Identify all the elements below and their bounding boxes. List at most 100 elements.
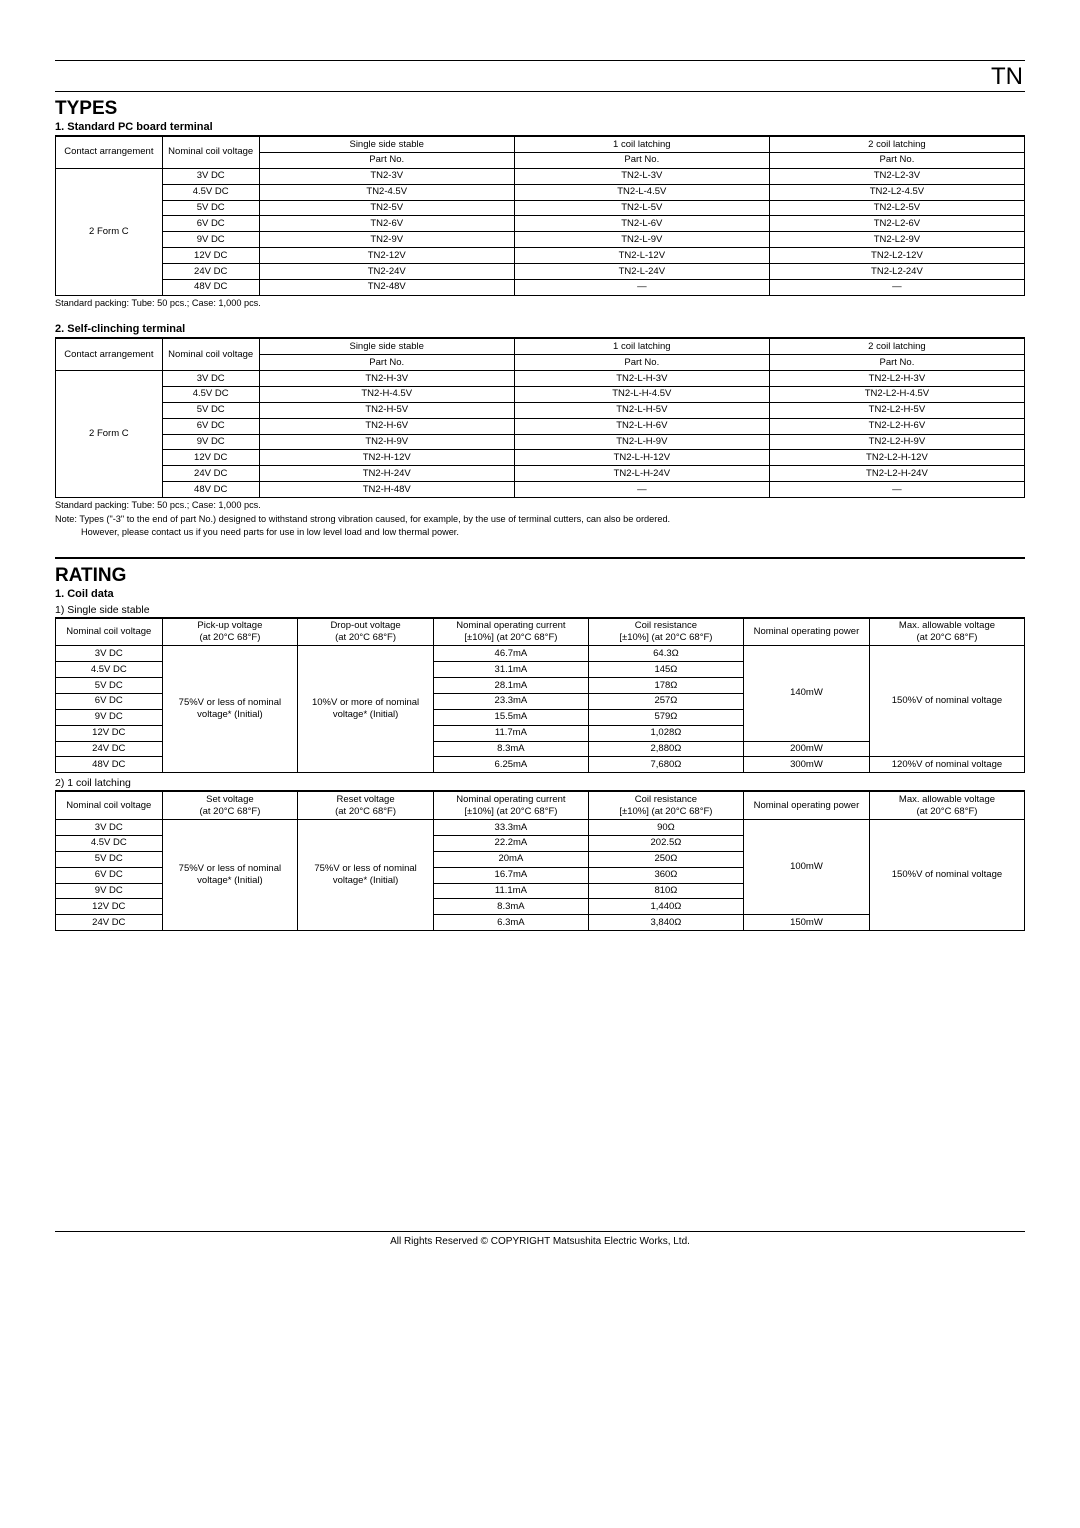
table-cell: TN2-48V (259, 279, 514, 295)
cell-res: 90Ω (588, 820, 743, 836)
th-partno: Part No. (769, 355, 1024, 371)
th-partno: Part No. (514, 152, 769, 168)
cell-v: 5V DC (56, 678, 163, 694)
table-cell: 12V DC (162, 248, 259, 264)
types-note-1: Note: Types ("-3" to the end of part No.… (55, 514, 1025, 526)
table-cell: TN2-L-3V (514, 168, 769, 184)
table-cell: TN2-L-24V (514, 264, 769, 280)
table-cell: 24V DC (162, 466, 259, 482)
table-cell: — (514, 482, 769, 498)
cell-current: 11.1mA (433, 883, 588, 899)
table-cell: TN2-5V (259, 200, 514, 216)
th-single: Single side stable (259, 339, 514, 355)
cell-current: 22.2mA (433, 835, 588, 851)
cell-current: 23.3mA (433, 693, 588, 709)
cell-v: 6V DC (56, 867, 163, 883)
cell-v: 12V DC (56, 725, 163, 741)
table-cell: TN2-L2-4.5V (769, 184, 1024, 200)
table-cell: TN2-12V (259, 248, 514, 264)
table-cell: TN2-L2-H-4.5V (769, 386, 1024, 402)
types-subtitle-2: 2. Self-clinching terminal (55, 323, 1025, 335)
cell-current: 20mA (433, 851, 588, 867)
cell-v: 48V DC (56, 757, 163, 773)
table-cell: 3V DC (162, 168, 259, 184)
table-cell: 4.5V DC (162, 184, 259, 200)
cell-power: 140mW (743, 646, 869, 741)
table-cell: TN2-L-H-6V (514, 418, 769, 434)
cell-res: 1,440Ω (588, 899, 743, 915)
coil-data-title: 1. Coil data (55, 588, 1025, 600)
cell-current: 8.3mA (433, 741, 588, 757)
arrangement-cell: 2 Form C (56, 371, 163, 498)
cell-current: 6.25mA (433, 757, 588, 773)
table-cell: TN2-L-H-4.5V (514, 386, 769, 402)
table-cell: TN2-L-12V (514, 248, 769, 264)
cell-current: 6.3mA (433, 915, 588, 931)
table-cell: TN2-H-3V (259, 371, 514, 387)
table-cell: TN2-24V (259, 264, 514, 280)
cell-pickup: 75%V or less of nominal voltage* (Initia… (162, 646, 298, 773)
table-cell: TN2-L-H-9V (514, 434, 769, 450)
table-cell: TN2-L2-12V (769, 248, 1024, 264)
cell-v: 24V DC (56, 915, 163, 931)
table-cell: TN2-L2-H-5V (769, 402, 1024, 418)
table-cell: TN2-L2-H-12V (769, 450, 1024, 466)
th: Nominal coil voltage (56, 792, 163, 820)
table-cell: TN2-L2-24V (769, 264, 1024, 280)
table-cell: TN2-L2-H-6V (769, 418, 1024, 434)
table-cell: TN2-3V (259, 168, 514, 184)
table-cell: 3V DC (162, 371, 259, 387)
table-cell: TN2-L2-H-3V (769, 371, 1024, 387)
table-cell: TN2-L-9V (514, 232, 769, 248)
th-partno: Part No. (769, 152, 1024, 168)
packing-note-1: Standard packing: Tube: 50 pcs.; Case: 1… (55, 298, 1025, 310)
table-cell: TN2-4.5V (259, 184, 514, 200)
cell-res: 257Ω (588, 693, 743, 709)
cell-res: 810Ω (588, 883, 743, 899)
table-cell: TN2-H-5V (259, 402, 514, 418)
cell-current: 8.3mA (433, 899, 588, 915)
th-partno: Part No. (259, 355, 514, 371)
cell-res: 145Ω (588, 662, 743, 678)
types-note-2: However, please contact us if you need p… (55, 527, 1025, 539)
cell-current: 46.7mA (433, 646, 588, 662)
cell-v: 24V DC (56, 741, 163, 757)
table-cell: 9V DC (162, 232, 259, 248)
product-header: TN (55, 63, 1025, 92)
table-cell: 48V DC (162, 279, 259, 295)
table-cell: 5V DC (162, 402, 259, 418)
table-cell: TN2-L-4.5V (514, 184, 769, 200)
cell-res: 3,840Ω (588, 915, 743, 931)
cell-v: 4.5V DC (56, 835, 163, 851)
cell-v: 9V DC (56, 709, 163, 725)
table-cell: TN2-9V (259, 232, 514, 248)
types-table-1: Contact arrangement Nominal coil voltage… (55, 136, 1025, 296)
th: Drop-out voltage (at 20°C 68°F) (298, 618, 434, 646)
cell-res: 579Ω (588, 709, 743, 725)
table-cell: — (769, 279, 1024, 295)
table-cell: TN2-L2-H-9V (769, 434, 1024, 450)
table-cell: TN2-L-H-24V (514, 466, 769, 482)
cell-res: 1,028Ω (588, 725, 743, 741)
table-cell: TN2-H-6V (259, 418, 514, 434)
table-cell: TN2-L-H-5V (514, 402, 769, 418)
arrangement-cell: 2 Form C (56, 168, 163, 295)
cell-v: 9V DC (56, 883, 163, 899)
th: Nominal coil voltage (56, 618, 163, 646)
table-cell: 12V DC (162, 450, 259, 466)
th-single: Single side stable (259, 137, 514, 153)
table-cell: 24V DC (162, 264, 259, 280)
types-table-2: Contact arrangement Nominal coil voltage… (55, 338, 1025, 498)
table-cell: TN2-L2-9V (769, 232, 1024, 248)
th: Max. allowable voltage (at 20°C 68°F) (869, 792, 1024, 820)
cell-current: 33.3mA (433, 820, 588, 836)
stable-subtitle: 1) Single side stable (55, 604, 1025, 616)
th-coil1: 1 coil latching (514, 137, 769, 153)
cell-v: 12V DC (56, 899, 163, 915)
th-arrangement: Contact arrangement (56, 137, 163, 169)
rating-title: RATING (55, 565, 1025, 587)
cell-max: 150%V of nominal voltage (869, 646, 1024, 757)
cell-dropout: 10%V or more of nominal voltage* (Initia… (298, 646, 434, 773)
cell-power: 200mW (743, 741, 869, 757)
table-cell: TN2-L-H-12V (514, 450, 769, 466)
